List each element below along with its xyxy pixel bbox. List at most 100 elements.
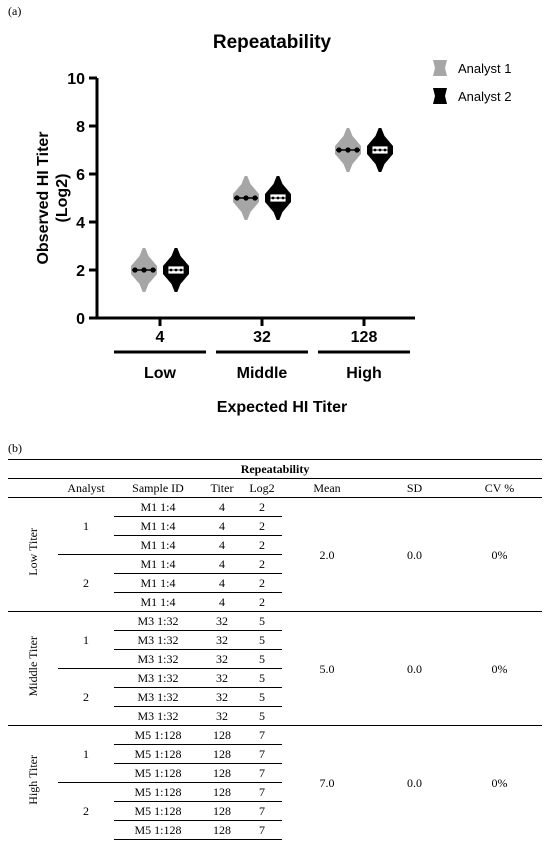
x-tick-label: 4 <box>156 329 165 346</box>
log2-cell: 7 <box>242 725 282 745</box>
table-row: M3 1:32 32 5 <box>8 687 542 707</box>
repeatability-table-wrap: Repeatability Analyst Sample ID Titer Log2 M… <box>8 459 543 840</box>
y-axis-label-line: (Log2) <box>54 174 71 223</box>
titer-cell: 128 <box>202 820 242 840</box>
sample-id-cell: M1 1:4 <box>140 500 176 514</box>
cv-cell: 0% <box>457 725 543 840</box>
header-cell: Analyst <box>58 478 114 498</box>
sample-id-cell: M5 1:128 <box>114 744 202 764</box>
cv-cell: 0% <box>457 611 543 726</box>
log2-cell: 2 <box>242 535 282 555</box>
x-categories: 4 Low 32 Middle 128 High <box>114 318 410 382</box>
legend: Analyst 1 Analyst 2 <box>433 60 511 104</box>
titer-cell: 32 <box>202 706 242 726</box>
table-row: M3 1:32 32 5 <box>8 706 542 726</box>
sample-id-cell: M5 1:128 <box>114 801 202 821</box>
data-point <box>345 147 351 153</box>
x-tick-label: 32 <box>253 329 271 346</box>
panel-a-label: (a) <box>8 4 22 18</box>
titer-cell: 4 <box>202 535 242 555</box>
sd-cell: 0.0 <box>372 611 457 726</box>
x-axis-label: Expected HI Titer <box>217 399 347 416</box>
log2-cell: 7 <box>242 782 282 802</box>
sample-id-cell: M1 1:4 <box>114 573 202 593</box>
data-point <box>373 148 377 152</box>
table-row: M1 1:4 4 2 <box>8 535 542 555</box>
table-row: High Titer 1 M5 1:128 128 7 7.0 0.0 0% <box>8 725 543 840</box>
data-point <box>336 147 342 153</box>
table-row: M3 1:32 32 5 <box>8 649 542 669</box>
x-group-label: Low <box>144 365 177 382</box>
table-row: M5 1:128 128 7 <box>8 744 542 764</box>
data-point <box>174 268 178 272</box>
titer-cell: 128 <box>202 763 242 783</box>
data-point <box>378 148 382 152</box>
table-row: Middle Titer 1 M3 1:32 32 5 5.0 0.0 0% <box>8 611 543 726</box>
log2-cell: 5 <box>242 630 282 650</box>
log2-cell: 5 <box>242 649 282 669</box>
analyst-cell: 2 <box>58 668 114 726</box>
data-point <box>234 195 240 201</box>
sample-id-cell: M3 1:32 <box>114 687 202 707</box>
table-row: 2 M3 1:32 32 5 <box>8 668 542 726</box>
y-axis-label: Observed HI Titer (Log2) <box>35 131 71 264</box>
data-point <box>383 148 387 152</box>
y-axis-label-line: Observed HI Titer <box>35 131 52 264</box>
sample-id-cell: M5 1:128 <box>114 725 202 745</box>
sample-id-cell: M3 1:32 <box>114 706 202 726</box>
data-point <box>276 196 280 200</box>
group-label-cell: Middle Titer <box>8 611 58 726</box>
log2-cell: 5 <box>242 668 282 688</box>
x-group-label: High <box>346 365 382 382</box>
table-row: Low Titer 1 M1 1:4 4 2 2.0 0.0 0% <box>8 498 542 576</box>
table-row: M3 1:32 32 5 <box>8 630 542 650</box>
log2-cell: 2 <box>259 500 265 514</box>
titer-cell: 32 <box>202 630 242 650</box>
data-point <box>252 195 258 201</box>
violin-chart: Repeatability Observed HI Titer (Log2) 0 2… <box>35 32 511 416</box>
titer-cell: 4 <box>202 516 242 536</box>
header-cell: Titer <box>202 478 242 498</box>
x-group-label: Middle <box>237 365 288 382</box>
group-label: Low Titer <box>26 528 40 576</box>
table-body: Low Titer 1 M1 1:4 4 2 2.0 0.0 0% M1 1:4 4 2 M1 1:4… <box>8 498 543 840</box>
y-tick-label: 4 <box>76 215 85 232</box>
sd-cell: 0.0 <box>407 547 422 562</box>
titer-cell: 128 <box>202 725 242 745</box>
sample-id-cell: M5 1:128 <box>114 763 202 783</box>
table-header-row: Analyst Sample ID Titer Log2 Mean SD CV % <box>8 478 543 498</box>
table-row: M5 1:128 128 7 <box>8 820 542 840</box>
log2-cell: 7 <box>242 763 282 783</box>
repeatability-table: Repeatability Analyst Sample ID Titer Log2 M… <box>8 459 543 840</box>
titer-cell: 4 <box>219 500 225 514</box>
table-row: M1 1:4 4 2 <box>8 592 542 612</box>
mean-cell: 5.0 <box>282 611 372 726</box>
table-row: M5 1:128 128 7 <box>8 763 542 783</box>
mean-cell: 2.0 <box>319 547 335 562</box>
header-blank <box>8 478 58 498</box>
sample-id-cell: M1 1:4 <box>114 554 202 574</box>
group-label-cell: High Titer <box>8 725 58 840</box>
group-label: Middle Titer <box>26 635 40 697</box>
log2-cell: 5 <box>242 611 282 631</box>
mean-cell: 7.0 <box>282 725 372 840</box>
table-row: M1 1:4 4 2 <box>8 573 542 593</box>
sd-cell: 0.0 <box>372 725 457 840</box>
log2-cell: 7 <box>242 801 282 821</box>
legend-swatch <box>433 60 447 76</box>
log2-cell: 5 <box>242 706 282 726</box>
legend-label: Analyst 2 <box>458 89 511 104</box>
log2-cell: 7 <box>242 820 282 840</box>
titer-cell: 4 <box>202 554 242 574</box>
sample-id-cell: M3 1:32 <box>114 668 202 688</box>
titer-cell: 32 <box>202 611 242 631</box>
analyst-cell: 2 <box>58 554 114 612</box>
titer-cell: 128 <box>202 744 242 764</box>
axes <box>95 78 415 320</box>
table-row: M1 1:4 4 2 <box>8 516 542 536</box>
y-ticks: 0 2 4 6 8 10 <box>67 71 97 328</box>
log2-cell: 5 <box>242 687 282 707</box>
sample-id-cell: M3 1:32 <box>114 611 202 631</box>
titer-cell: 32 <box>202 649 242 669</box>
header-cell: Log2 <box>242 478 282 498</box>
